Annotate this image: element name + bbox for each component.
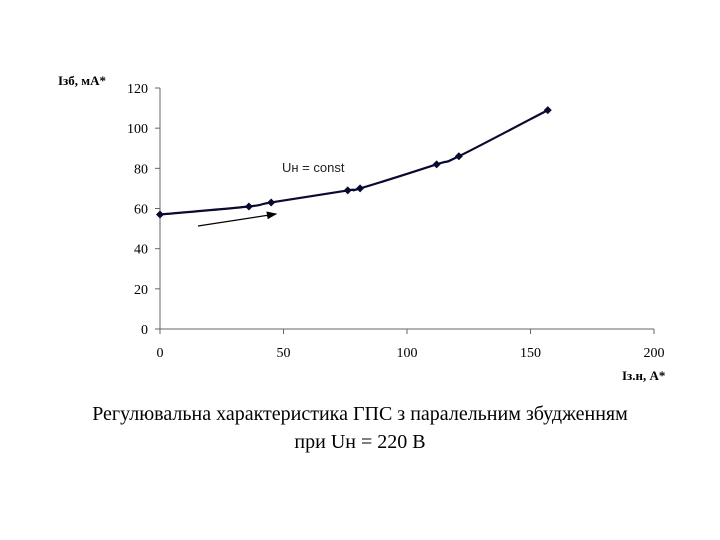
data-point [356,184,365,193]
data-point [156,210,164,219]
x-tick-label: 150 [520,346,541,361]
y-tick-label: 20 [134,283,148,298]
annotation-text: Uн = const [282,160,345,175]
y-tick-label: 40 [134,243,148,258]
data-points [156,106,552,219]
x-tick-label: 200 [644,346,665,361]
data-point [267,198,276,207]
y-axis-label: Iзб, мА* [58,73,106,88]
data-point [432,160,441,169]
x-axis-label: Iз.н, А* [622,368,665,383]
y-tick-label: 0 [141,323,148,338]
chart: 0 50 100 150 200 0 20 40 60 80 100 120 Iзб, мА* Iз… [58,73,665,383]
y-ticks: 0 20 40 60 80 100 120 [127,82,160,338]
direction-arrow [197,211,278,227]
data-point [343,186,352,195]
data-point [543,106,552,115]
caption-line-1: Регулювальна характеристика ГПС з парале… [92,403,628,425]
y-tick-label: 60 [134,203,148,218]
data-point [454,152,463,161]
y-tick-label: 120 [127,82,148,97]
y-tick-label: 100 [127,122,148,137]
x-tick-label: 50 [277,346,291,361]
data-point [244,202,253,211]
x-ticks: 0 50 100 150 200 [157,329,665,361]
x-tick-label: 100 [397,346,418,361]
x-tick-label: 0 [157,346,164,361]
y-tick-label: 80 [134,162,148,177]
caption-line-2: при Uн = 220 В [294,431,426,453]
series-line [159,109,549,216]
